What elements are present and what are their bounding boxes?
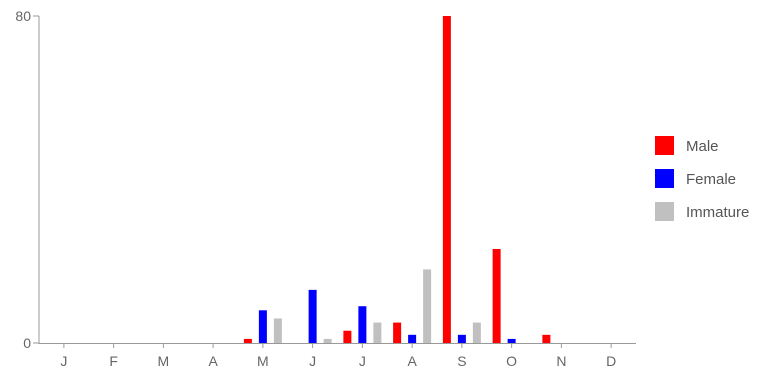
bar-female-9	[507, 338, 516, 343]
x-tick-label: S	[457, 353, 466, 369]
legend-label-immature: Immature	[686, 204, 749, 221]
x-tick-label: F	[109, 353, 118, 369]
bar-female-7	[408, 334, 417, 343]
bar-male-8	[442, 16, 451, 343]
bar-female-4	[258, 310, 267, 343]
y-tick-label: 0	[23, 335, 31, 351]
legend-swatch-male	[655, 136, 674, 155]
bar-male-6	[343, 330, 352, 343]
x-tick-label: J	[60, 353, 67, 369]
x-tick-label: M	[257, 353, 269, 369]
bar-male-9	[492, 248, 501, 343]
y-tick-label: 80	[15, 8, 31, 24]
x-tick-label: N	[556, 353, 566, 369]
legend-label-female: Female	[686, 171, 736, 188]
bar-immature-5	[323, 338, 332, 343]
x-tick-label: J	[359, 353, 366, 369]
bars	[243, 16, 551, 343]
x-tick-label: M	[158, 353, 170, 369]
legend-label-male: Male	[686, 138, 719, 155]
bar-female-5	[308, 289, 317, 343]
x-tick-label: D	[606, 353, 616, 369]
bar-male-10	[542, 334, 551, 343]
bar-immature-4	[273, 318, 282, 343]
x-tick-label: O	[506, 353, 517, 369]
bar-female-6	[358, 306, 367, 343]
x-tick-label: J	[309, 353, 316, 369]
legend: Male Female Immature	[655, 136, 749, 221]
bar-male-7	[393, 322, 402, 343]
x-tick-label: A	[407, 353, 417, 369]
bar-immature-7	[423, 269, 432, 343]
bar-immature-6	[373, 322, 382, 343]
bar-female-8	[457, 334, 466, 343]
y-axis-ticks: 0 80	[15, 8, 39, 351]
bar-male-4	[243, 338, 252, 343]
legend-swatch-female	[655, 169, 674, 188]
bar-immature-8	[472, 322, 481, 343]
legend-swatch-immature	[655, 202, 674, 221]
x-tick-label: A	[208, 353, 218, 369]
